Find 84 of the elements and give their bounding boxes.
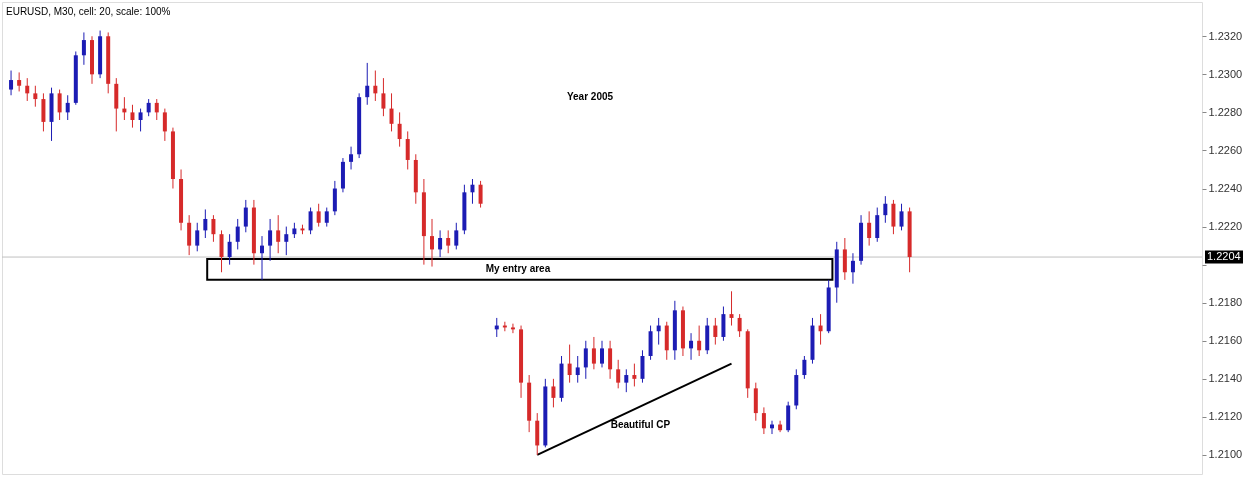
- candlestick: [446, 229, 451, 254]
- candlestick: [381, 77, 386, 117]
- candlestick: [349, 146, 354, 170]
- candlestick: [510, 323, 515, 334]
- y-tick-label: 1.2220: [1208, 220, 1243, 233]
- y-tick-label: 1.2160: [1208, 334, 1243, 347]
- y-tick-label: 1.2260: [1208, 143, 1243, 156]
- candlestick: [243, 199, 248, 233]
- candlestick: [899, 203, 904, 231]
- candlestick: [211, 214, 216, 243]
- candlestick: [689, 332, 694, 361]
- candlestick: [608, 340, 613, 380]
- annotation: Beautiful CP: [610, 419, 671, 431]
- candlestick: [332, 180, 337, 216]
- candlestick: [470, 178, 475, 205]
- candlestick: [203, 208, 208, 239]
- candlestick: [41, 92, 46, 132]
- candlestick: [802, 355, 807, 380]
- candlestick: [891, 199, 896, 235]
- candlestick: [591, 336, 596, 370]
- candlestick: [842, 237, 847, 281]
- candlestick: [235, 218, 240, 250]
- candlestick: [25, 77, 30, 102]
- ref-line-label: 1.2204: [1207, 250, 1241, 263]
- candlestick: [187, 214, 192, 256]
- candlestick: [268, 218, 273, 262]
- candlestick: [162, 108, 167, 142]
- candlestick: [478, 180, 483, 209]
- candlestick: [405, 130, 410, 170]
- candlestick: [430, 218, 434, 268]
- candlestick: [761, 406, 766, 435]
- candlestick: [729, 290, 734, 327]
- candlestick: [883, 195, 888, 224]
- candlestick: [57, 89, 62, 121]
- candlestick: [551, 378, 556, 408]
- candlestick: [737, 313, 742, 338]
- candlestick: [373, 70, 378, 102]
- candlestick: [438, 229, 443, 258]
- candlestick: [308, 207, 313, 235]
- candlestick: [640, 349, 645, 384]
- candlestick: [850, 252, 855, 285]
- candlestick: [324, 207, 329, 228]
- y-tick-label: 1.2300: [1208, 67, 1243, 80]
- candlestick: [697, 325, 702, 357]
- y-tick-label: 1.2120: [1208, 410, 1243, 423]
- candlestick: [567, 344, 572, 384]
- candlestick: [316, 203, 321, 228]
- candlestick: [284, 226, 289, 256]
- candlestick: [276, 214, 281, 254]
- candlestick: [154, 98, 159, 121]
- candlestick: [227, 233, 232, 266]
- candlestick: [624, 368, 629, 393]
- candlestick: [583, 340, 588, 380]
- candlestick: [875, 207, 880, 243]
- candlestick: [195, 222, 200, 252]
- candlestick: [397, 111, 402, 148]
- candlestick: [65, 94, 70, 121]
- annotation: EURUSD, M30, cell: 20, scale: 100%: [6, 6, 171, 17]
- candlestick: [616, 359, 621, 389]
- candlestick: [130, 104, 135, 129]
- candlestick: [389, 92, 394, 132]
- candlestick: [575, 355, 580, 384]
- candlestick: [713, 317, 718, 346]
- candlestick: [260, 235, 264, 281]
- candlestick: [721, 306, 726, 342]
- candlestick: [632, 363, 637, 387]
- candlestick: [17, 71, 22, 92]
- y-tick-label: 1.2320: [1208, 29, 1243, 42]
- y-tick-label: 1.2100: [1208, 448, 1243, 461]
- y-tick-label: 1.2180: [1208, 296, 1243, 309]
- band-label: My entry area: [485, 263, 551, 275]
- y-tick-label: 1.2140: [1208, 372, 1243, 385]
- candlestick: [454, 222, 459, 250]
- candlestick: [219, 229, 224, 273]
- y-tick-label: 1.2240: [1208, 182, 1243, 195]
- candlestick: [365, 62, 370, 106]
- y-tick-label: 1.2280: [1208, 105, 1243, 118]
- candlestick: [600, 340, 604, 368]
- candlestick: [9, 70, 14, 96]
- annotation: Year 2005: [566, 91, 614, 102]
- candlestick: [138, 108, 143, 132]
- candlestick: [81, 31, 86, 66]
- candlestick: [867, 210, 872, 247]
- candlestick: [33, 85, 38, 108]
